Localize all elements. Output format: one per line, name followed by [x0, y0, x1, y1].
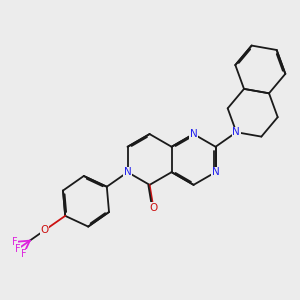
Text: N: N — [190, 129, 197, 139]
Text: O: O — [149, 203, 158, 213]
Text: N: N — [124, 167, 131, 177]
Text: F: F — [12, 237, 17, 247]
Text: N: N — [232, 127, 240, 137]
Text: F: F — [21, 249, 26, 260]
Text: O: O — [40, 225, 49, 236]
Text: N: N — [212, 167, 219, 177]
Text: F: F — [14, 244, 20, 254]
